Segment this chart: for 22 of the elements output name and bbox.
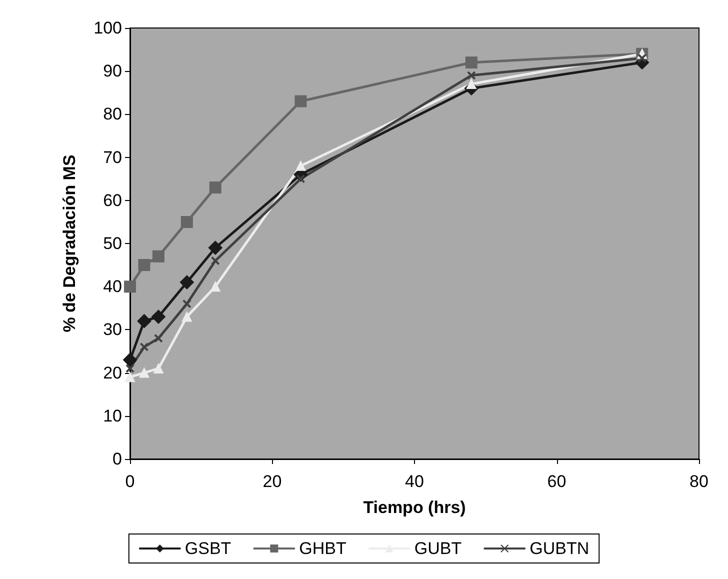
y-tick-label: 90 [103, 62, 122, 81]
y-tick-label: 10 [103, 406, 122, 426]
y-tick-label: 70 [103, 148, 122, 167]
legend-label: GSBT [184, 539, 232, 558]
x-tick-label: 0 [125, 472, 135, 491]
x-axis-title: Tiempo (hrs) [363, 498, 466, 517]
y-tick-label: 40 [103, 277, 122, 296]
x-tick-label: 80 [690, 472, 708, 491]
y-tick-label: 0 [112, 450, 122, 468]
y-axis-title: % de Degradación MS [60, 154, 79, 332]
x-tick-label: 40 [405, 472, 424, 491]
y-tick-label: 30 [103, 320, 122, 340]
y-tick-label: 80 [103, 104, 122, 124]
x-tick-label: 20 [262, 472, 282, 491]
legend-label: GHBT [299, 539, 346, 558]
y-tick-label: 100 [94, 18, 122, 38]
y-tick-label: 20 [103, 363, 122, 382]
y-tick-label: 60 [103, 190, 122, 210]
y-tick-label: 50 [103, 234, 122, 253]
legend-label: GUBT [414, 539, 462, 558]
x-tick-label: 60 [547, 472, 566, 491]
legend-label: GUBTN [530, 539, 590, 558]
